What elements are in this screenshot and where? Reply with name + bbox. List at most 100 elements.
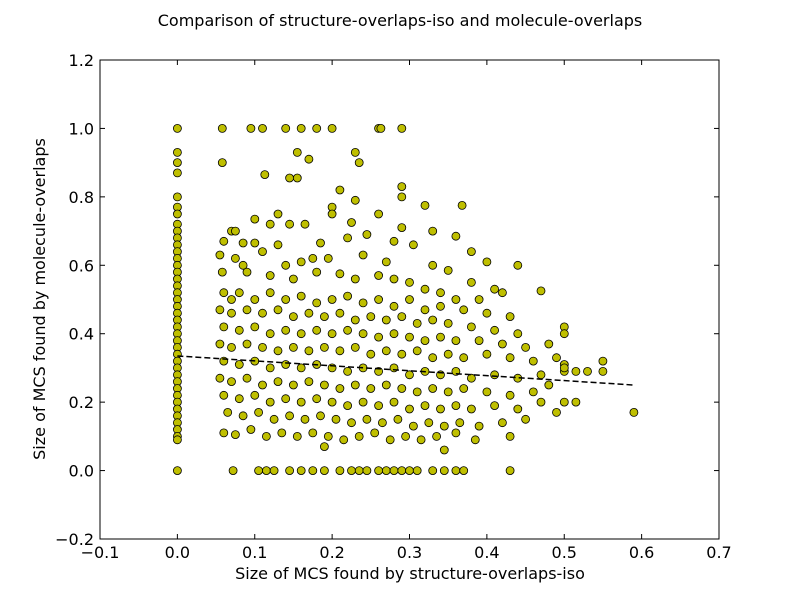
data-point [459, 466, 469, 476]
data-point [420, 284, 430, 294]
data-point [242, 305, 252, 315]
data-point [528, 356, 538, 366]
data-point [374, 295, 384, 304]
data-point [250, 322, 260, 332]
data-point [308, 466, 318, 476]
data-point [265, 288, 275, 298]
data-point [230, 430, 240, 440]
data-point [350, 195, 360, 205]
data-point [296, 329, 306, 339]
data-point [466, 373, 476, 383]
data-point [265, 397, 275, 407]
data-point [350, 147, 360, 157]
data-point [490, 284, 500, 294]
data-point [397, 182, 407, 192]
x-tick-label: 0.7 [706, 543, 731, 562]
data-point [304, 377, 314, 387]
data-point [451, 401, 461, 411]
data-point [343, 366, 353, 376]
data-point [288, 312, 298, 322]
data-point [223, 407, 233, 417]
data-point [312, 325, 322, 335]
data-point [354, 431, 364, 441]
data-point [335, 384, 345, 393]
data-point [285, 173, 295, 183]
data-point [552, 353, 561, 363]
data-point [258, 342, 267, 352]
data-point [250, 390, 260, 400]
data-point [393, 414, 403, 424]
data-point [474, 421, 484, 431]
data-point [505, 353, 515, 363]
data-point [482, 308, 492, 318]
data-point [308, 428, 318, 438]
data-point [261, 431, 271, 441]
data-point [304, 154, 314, 164]
data-point [316, 238, 325, 248]
data-point [250, 214, 260, 224]
data-point [401, 431, 411, 441]
data-point [219, 288, 229, 298]
data-point [319, 312, 329, 322]
data-point [362, 414, 372, 424]
data-point [528, 387, 538, 397]
data-point [296, 291, 306, 301]
data-point [327, 123, 337, 133]
data-point [505, 431, 515, 441]
data-point [389, 363, 399, 373]
data-point [258, 380, 267, 390]
data-point [238, 411, 248, 421]
data-point [335, 346, 345, 356]
data-point [296, 363, 306, 373]
data-point [451, 428, 461, 438]
data-point [250, 238, 260, 248]
data-point [521, 342, 530, 352]
data-point [319, 342, 329, 352]
data-point [497, 418, 507, 428]
x-tick-label: 0.2 [319, 543, 344, 562]
data-point [385, 435, 395, 445]
data-point [327, 295, 337, 304]
data-point [261, 466, 271, 476]
data-point [327, 329, 337, 339]
data-point [370, 428, 380, 438]
data-point [273, 346, 283, 356]
data-point [381, 466, 391, 476]
x-tick-label: 0.0 [165, 543, 190, 562]
data-point [412, 466, 422, 476]
data-point [335, 466, 345, 476]
data-point [350, 342, 360, 352]
data-point [405, 332, 414, 342]
data-point [335, 308, 345, 318]
data-point [172, 168, 182, 178]
data-point [273, 305, 283, 315]
data-point [281, 295, 291, 304]
data-point [285, 466, 295, 476]
y-axis-label: Size of MCS found by molecule-overlaps [30, 138, 49, 460]
data-point [439, 421, 449, 431]
data-point [397, 192, 407, 202]
data-point [217, 267, 227, 277]
data-point [238, 260, 248, 270]
data-point [281, 360, 291, 369]
data-point [381, 380, 391, 390]
data-point [323, 253, 333, 263]
data-point [215, 339, 225, 349]
data-point [436, 301, 445, 311]
data-point [366, 312, 376, 322]
data-point [443, 349, 453, 359]
data-point [312, 394, 322, 404]
data-point [172, 123, 182, 133]
data-point [292, 173, 302, 183]
data-point [354, 466, 364, 476]
data-point [420, 401, 430, 411]
data-point [296, 257, 306, 267]
data-point [405, 295, 414, 304]
data-point [457, 200, 467, 210]
data-point [273, 240, 283, 250]
data-point [242, 267, 252, 277]
data-point [323, 431, 333, 441]
data-point [436, 288, 445, 298]
data-point [412, 387, 422, 397]
